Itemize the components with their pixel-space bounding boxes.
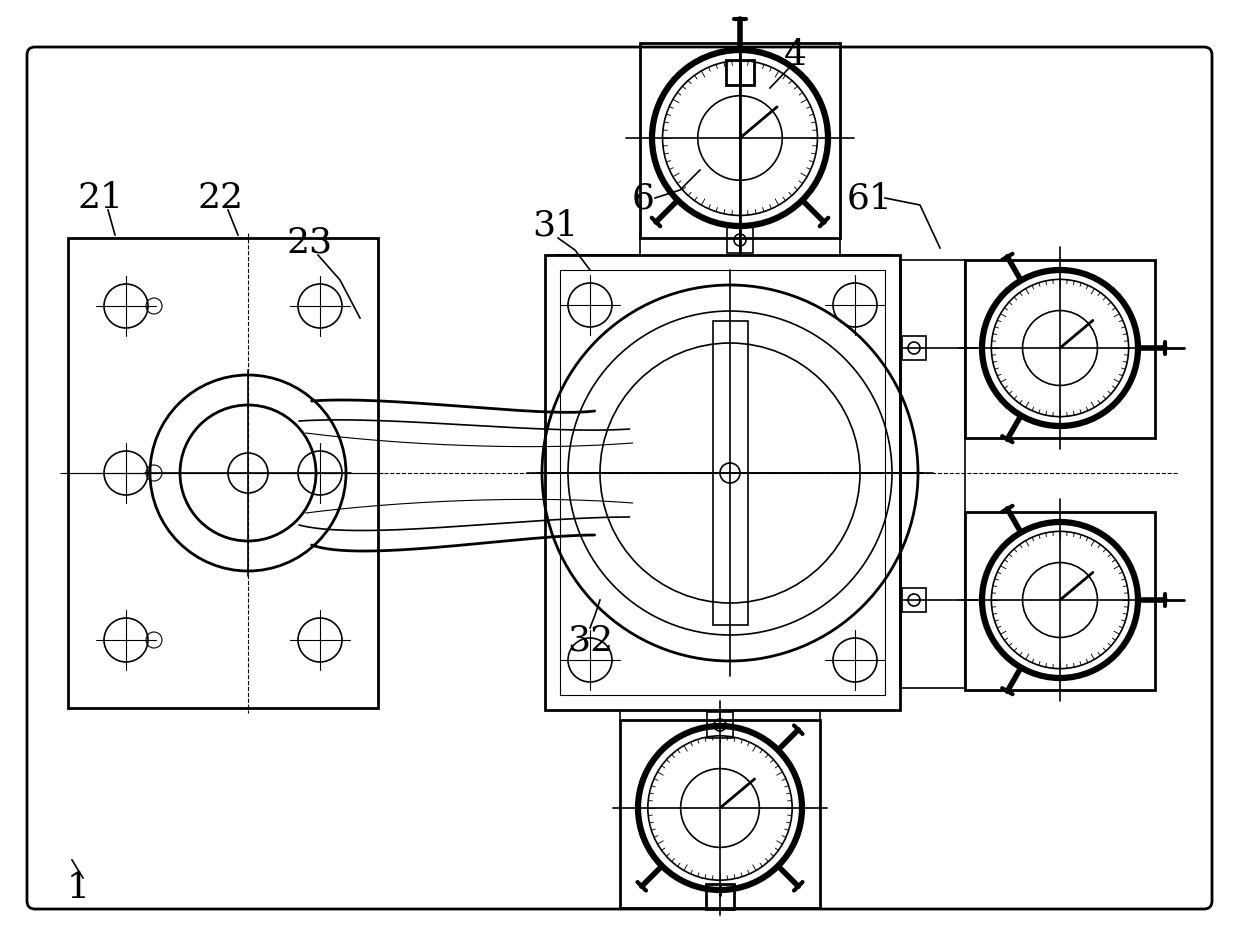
Text: 21: 21 [77, 181, 123, 215]
Bar [707, 712, 733, 738]
Bar [726, 60, 755, 85]
Text: 22: 22 [197, 181, 243, 215]
Bar [545, 255, 900, 710]
Bar [68, 238, 378, 708]
Bar [900, 260, 965, 688]
Bar [902, 588, 926, 612]
Text: 1: 1 [67, 871, 89, 905]
Bar [902, 336, 926, 360]
FancyBboxPatch shape [27, 47, 1212, 909]
Text: 61: 61 [847, 181, 893, 215]
Text: 31: 31 [532, 208, 579, 242]
Text: 32: 32 [567, 623, 613, 657]
Bar [620, 720, 820, 908]
Bar [641, 43, 840, 238]
Text: 23: 23 [287, 225, 333, 259]
Text: 6: 6 [632, 181, 654, 215]
Bar [965, 512, 1155, 690]
Text: 4: 4 [783, 38, 807, 72]
Bar [712, 321, 747, 625]
Bar [706, 884, 733, 909]
Bar [727, 227, 753, 253]
Bar [965, 260, 1155, 438]
Bar [560, 270, 885, 695]
